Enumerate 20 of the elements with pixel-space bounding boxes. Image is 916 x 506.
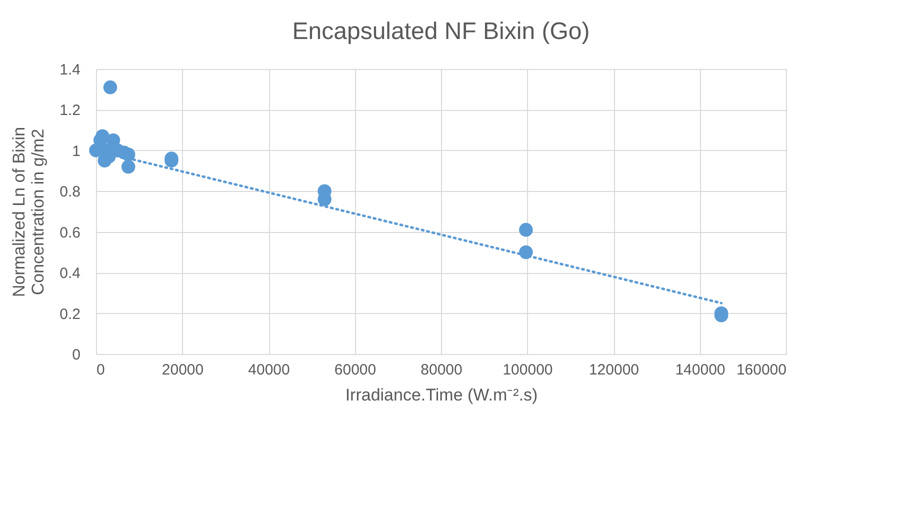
y-tick-label: 0.2 <box>60 306 80 323</box>
y-axis-title: Normalized Ln of Bixin Concentration in g/m2 <box>10 126 48 298</box>
x-tick-label: 160000 <box>736 362 786 378</box>
y-tick-label: 1.2 <box>60 102 80 120</box>
chart-title: Encapsulated NF Bixin (Go) <box>292 18 590 45</box>
y-tick-label: 0 <box>72 346 80 364</box>
x-axis-title: Irradiance.Time (W.m⁻².s) <box>345 386 538 404</box>
y-tick-label: 0.4 <box>60 265 80 282</box>
x-tick-label: 60000 <box>334 362 376 378</box>
x-tick-label: 80000 <box>420 362 462 378</box>
x-tick-label: 100000 <box>502 362 553 378</box>
y-tick-label: 0.6 <box>60 224 80 242</box>
y-tick-label: 1 <box>72 142 80 160</box>
x-tick-label: 40000 <box>248 362 290 378</box>
y-tick-label: 1.4 <box>60 62 80 78</box>
x-tick-label: 120000 <box>588 362 640 378</box>
y-tick-label: 0.8 <box>60 184 80 201</box>
x-tick-label: 20000 <box>162 362 204 378</box>
x-tick-label: 140000 <box>675 362 726 378</box>
x-tick-label: 0 <box>96 362 105 378</box>
